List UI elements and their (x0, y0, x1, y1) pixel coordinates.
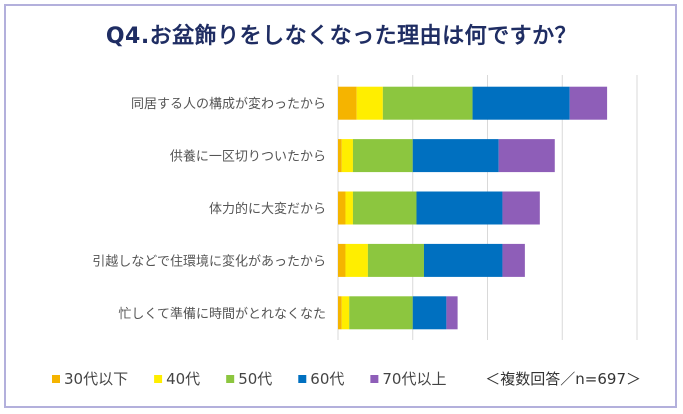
legend: 30代以下 40代 50代 60代 70代以上 (52, 370, 446, 388)
bar-segment (349, 296, 413, 330)
bar-segment (502, 243, 525, 277)
legend-label: 60代 (310, 370, 344, 388)
bar-segment (382, 86, 473, 120)
legend-label: 70代以上 (382, 370, 446, 388)
bar-segment (352, 139, 413, 173)
category-label: 供養に一区切りついたから (170, 149, 326, 165)
legend-swatch (370, 375, 379, 383)
bar-segment (338, 296, 342, 330)
bar-segment (338, 139, 342, 173)
sample-note: ＜複数回答／n=697＞ (485, 370, 641, 388)
bar-segment (356, 86, 383, 120)
category-label: 体力的に大変だから (209, 201, 326, 217)
legend-swatch (154, 375, 163, 383)
bar-segment (412, 139, 499, 173)
bar-segment (446, 296, 458, 330)
chart-title: Q4.お盆飾りをしなくなった理由は何ですか？ (105, 24, 578, 49)
bar-segment (502, 191, 540, 225)
legend-swatch (52, 375, 60, 383)
bar-segment (416, 191, 503, 225)
bar-segment (472, 86, 570, 120)
legend-swatch (298, 375, 307, 383)
bar-segment (338, 86, 357, 120)
legend-label: 30代以下 (64, 370, 128, 388)
bar-segment (352, 191, 417, 225)
bar-segment (341, 139, 353, 173)
legend-label: 50代 (238, 370, 272, 388)
bar-segment (345, 191, 353, 225)
bar-segment (412, 296, 447, 330)
bars (338, 86, 608, 330)
bar-segment (338, 243, 346, 277)
category-label: 忙しくて準備に時間がとれなくなた (118, 306, 326, 322)
bar-segment (338, 191, 346, 225)
category-labels: 同居する人の構成が変わったから供養に一区切りついたから体力的に大変だから引越しな… (92, 96, 326, 322)
category-label: 同居する人の構成が変わったから (131, 96, 326, 112)
bar-segment (498, 139, 555, 173)
bar-segment (345, 243, 368, 277)
legend-label: 40代 (166, 370, 200, 388)
bar-segment (423, 243, 503, 277)
bar-segment (569, 86, 608, 120)
bar-segment (367, 243, 424, 277)
category-label: 引越しなどで住環境に変化があったから (92, 253, 326, 269)
legend-swatch (226, 375, 235, 383)
bar-segment (341, 296, 350, 330)
